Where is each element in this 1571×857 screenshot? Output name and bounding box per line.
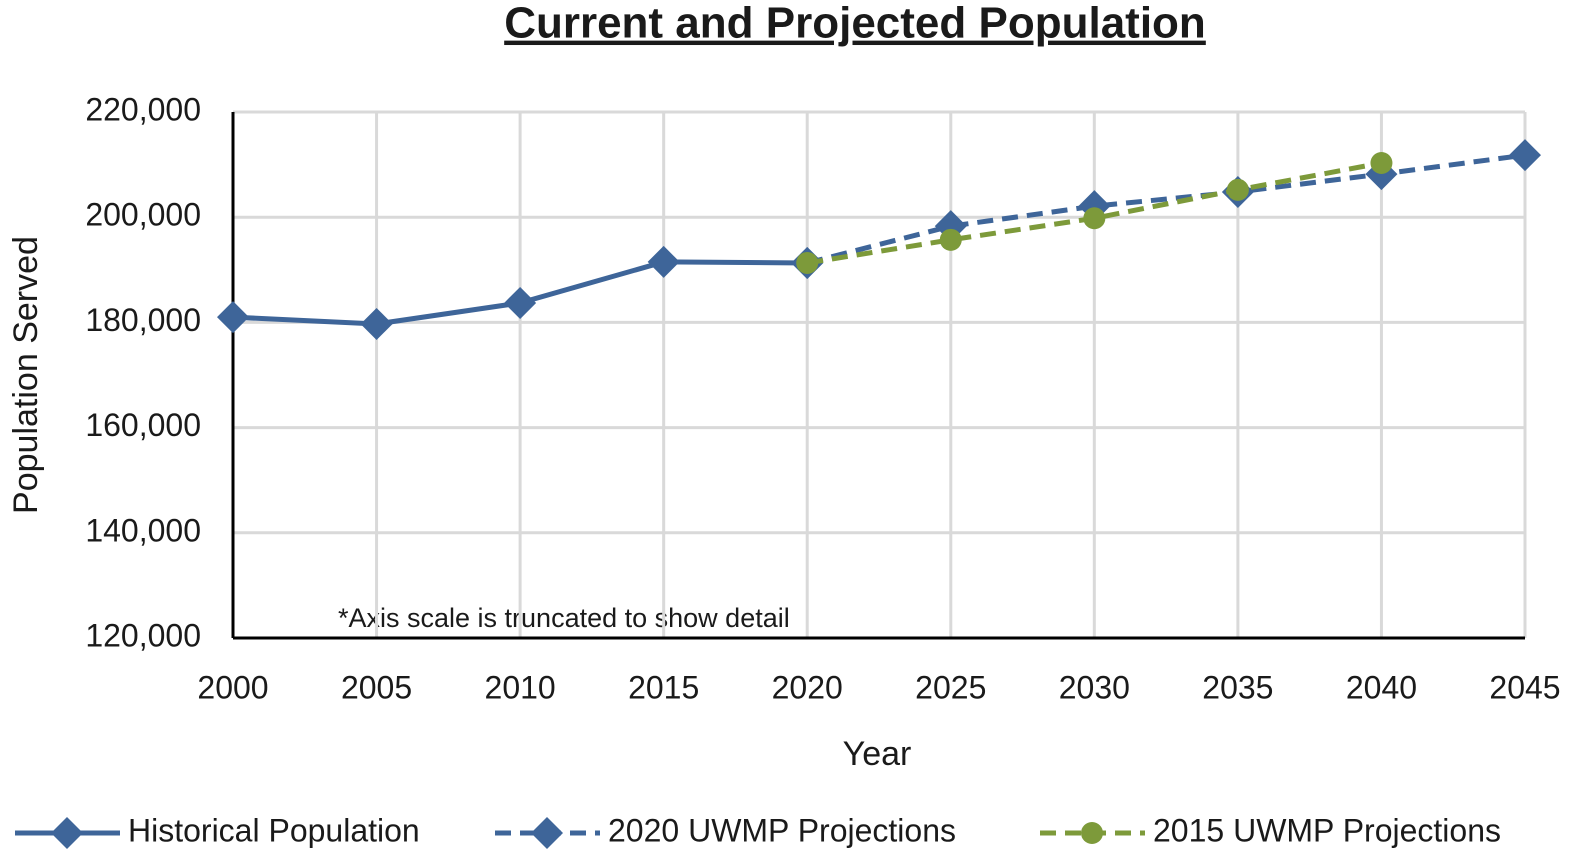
x-tick-label: 2045: [1489, 669, 1560, 705]
marker: [647, 245, 680, 278]
x-tick-label: 2040: [1346, 669, 1417, 705]
y-tick-label: 180,000: [85, 302, 201, 338]
marker: [51, 817, 83, 849]
chart-title: Current and Projected Population: [504, 0, 1206, 48]
y-axis-title: Population Served: [7, 236, 45, 514]
x-tick-label: 2015: [628, 669, 699, 705]
annotation: *Axis scale is truncated to show detail: [338, 603, 790, 633]
x-tick-label: 2010: [485, 669, 556, 705]
legend-label: Historical Population: [128, 812, 420, 848]
marker: [360, 307, 393, 340]
y-tick-label: 220,000: [85, 91, 201, 127]
y-tick-label: 160,000: [85, 407, 201, 443]
x-tick-label: 2020: [772, 669, 843, 705]
marker: [796, 251, 819, 274]
x-tick-label: 2005: [341, 669, 412, 705]
marker: [531, 817, 563, 849]
legend-label: 2015 UWMP Projections: [1153, 812, 1501, 848]
y-tick-label: 140,000: [85, 512, 201, 548]
y-tick-label: 120,000: [85, 617, 201, 653]
x-tick-label: 2030: [1059, 669, 1130, 705]
marker: [1370, 152, 1393, 175]
x-tick-label: 2035: [1202, 669, 1273, 705]
x-axis-title: Year: [843, 735, 912, 773]
marker: [1226, 178, 1249, 201]
marker: [1081, 822, 1103, 844]
marker: [504, 286, 537, 319]
marker: [939, 228, 962, 251]
x-tick-label: 2025: [915, 669, 986, 705]
legend-label: 2020 UWMP Projections: [608, 812, 956, 848]
series-line: [806, 152, 1526, 266]
marker: [1509, 139, 1541, 172]
y-tick-label: 200,000: [85, 197, 201, 233]
marker: [1083, 207, 1106, 230]
marker: [217, 301, 249, 334]
x-tick-label: 2000: [197, 669, 268, 705]
